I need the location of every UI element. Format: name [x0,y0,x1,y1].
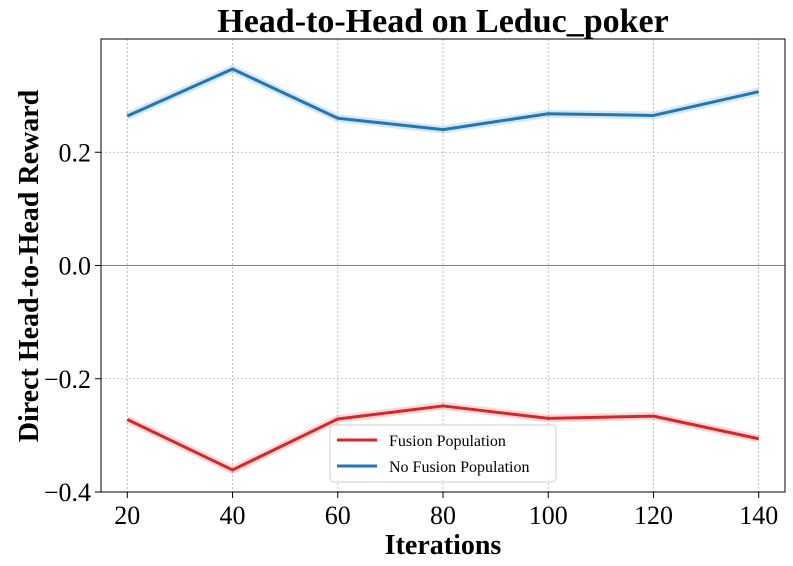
x-axis-label: Iterations [385,530,502,561]
x-tick-label: 60 [325,501,351,530]
y-tick-label: −0.4 [44,478,91,507]
y-tick-label: 0.2 [59,138,92,167]
legend-label-no-fusion: No Fusion Population [389,459,529,476]
series-layer [125,65,760,474]
x-tick-label: 20 [114,501,140,530]
x-tick-label: 140 [739,501,778,530]
legend-box [329,424,557,483]
x-tick-label: 40 [220,501,246,530]
x-tick-label: 80 [430,501,456,530]
x-tick-label: 100 [529,501,568,530]
x-tick-label: 120 [634,501,673,530]
ticks: 20 40 60 80 100 120 140 −0.4 −0.2 0.0 0.2 [44,138,778,530]
y-axis-label: Direct Head-to-Head Reward [14,89,45,442]
y-tick-label: −0.2 [44,365,91,394]
legend: Fusion Population No Fusion Population [329,424,557,483]
legend-label-fusion: Fusion Population [389,433,506,450]
y-tick-label: 0.0 [59,252,92,281]
chart-title: Head-to-Head on Leduc_poker [217,3,668,40]
